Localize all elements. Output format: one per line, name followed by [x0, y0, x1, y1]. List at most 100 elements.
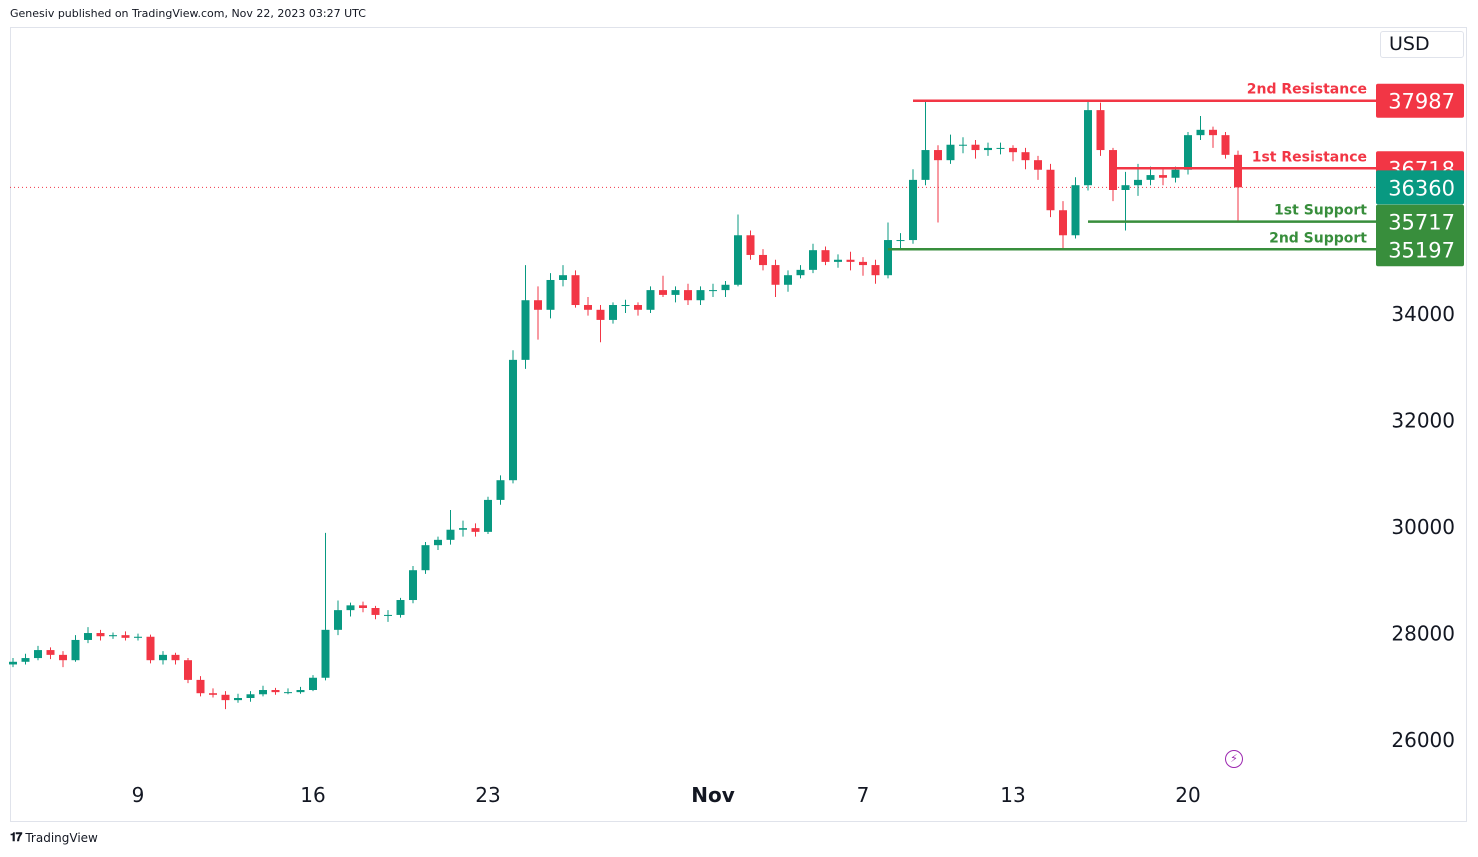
candle-body [1046, 169, 1055, 211]
y-tick-label: 30000 [1391, 515, 1455, 539]
candle-body [559, 275, 567, 280]
candle-body [921, 150, 930, 180]
tv-logo-icon: 𝟏𝟕 [10, 830, 22, 844]
candle-body [1059, 210, 1067, 236]
candle-body [971, 144, 980, 151]
candle-body [121, 635, 130, 638]
candle-body [46, 650, 55, 655]
candle-body [634, 305, 642, 310]
candle-body [1234, 154, 1242, 188]
x-tick-label: 7 [857, 783, 870, 807]
candle-body [134, 636, 142, 638]
candle-body [534, 300, 542, 310]
candle-body [684, 290, 692, 301]
candle-body [296, 690, 305, 693]
candle-body [109, 635, 117, 637]
candle-body [771, 265, 780, 285]
candle-body [259, 690, 267, 695]
candle-body [571, 275, 580, 306]
candle-body [746, 235, 755, 255]
candle-body [721, 284, 730, 291]
chart-frame [10, 27, 1467, 822]
candle-body [596, 309, 605, 320]
candle-body [1146, 175, 1155, 180]
candle-body [209, 693, 217, 695]
candle-body [471, 528, 480, 532]
y-tick-label: 26000 [1391, 728, 1455, 752]
level-label: 1st Resistance [1252, 149, 1367, 165]
candle-body [846, 259, 855, 262]
candle-body [821, 250, 830, 262]
price-tag [1376, 83, 1464, 118]
candle-body [221, 694, 230, 701]
candle-body [546, 279, 555, 310]
brand-name: TradingView [25, 830, 98, 845]
candle-body [59, 654, 67, 661]
candle-body [1021, 152, 1030, 161]
candle-body [71, 639, 80, 661]
candle-body [446, 529, 455, 540]
candle-body [484, 499, 492, 532]
candle-body [871, 265, 880, 276]
tradingview-logo[interactable]: 𝟏𝟕 TradingView [10, 830, 98, 845]
candle-body [1171, 169, 1180, 178]
price-tag-label: 35197 [1388, 238, 1455, 262]
candle-body [96, 633, 105, 637]
x-tick-label: 13 [1000, 783, 1025, 807]
candle-body [409, 570, 417, 601]
candle-body [284, 692, 292, 694]
candle-body [1096, 110, 1105, 151]
candle-body [1184, 135, 1192, 170]
candle-body [434, 539, 442, 546]
candle-body [884, 240, 892, 276]
candle-body [1084, 110, 1092, 186]
price-tag-label: 35717 [1388, 211, 1455, 235]
candle-body [784, 275, 792, 285]
candle-body [709, 290, 717, 292]
candle-body [234, 697, 242, 701]
candle-body [509, 359, 517, 481]
candle-body [1034, 160, 1042, 170]
candle-body [271, 690, 280, 693]
x-tick-label: 23 [475, 783, 500, 807]
candle-body [796, 269, 805, 276]
candle-body [671, 290, 680, 295]
candle-body [859, 261, 867, 266]
candle-body [1071, 185, 1080, 236]
candle-body [421, 545, 430, 571]
candle-body [646, 290, 655, 310]
candle-body [909, 179, 917, 241]
candle-body [396, 600, 405, 615]
candle-body [171, 654, 180, 661]
candle-body [1159, 175, 1167, 178]
candle-body [896, 240, 905, 242]
candle-body [371, 608, 380, 615]
candle-body [184, 660, 192, 680]
candle-body [459, 528, 467, 530]
currency-button[interactable]: USD [1380, 31, 1464, 58]
y-tick-label: 32000 [1391, 409, 1455, 433]
x-tick-label: 20 [1175, 783, 1200, 807]
candle-body [21, 658, 30, 662]
price-tag-label: 36360 [1388, 176, 1455, 200]
candle-body [584, 305, 592, 310]
candle-body [1209, 129, 1217, 136]
candle-body [946, 144, 955, 161]
price-tag [1376, 232, 1464, 267]
price-tag [1376, 170, 1464, 205]
candle-body [934, 150, 942, 161]
candle-body [1221, 135, 1230, 155]
candle-body [309, 677, 317, 691]
candle-body [659, 290, 667, 295]
candle-body [496, 480, 505, 500]
candle-body [146, 636, 155, 661]
candle-body [1121, 185, 1130, 190]
candle-body [734, 235, 742, 285]
candle-body [196, 679, 205, 694]
candle-body [959, 144, 967, 146]
price-tag-label: 37987 [1388, 90, 1455, 114]
lightning-icon[interactable]: ⚡ [1225, 750, 1243, 768]
x-tick-label: 16 [300, 783, 325, 807]
candle-body [521, 300, 530, 360]
